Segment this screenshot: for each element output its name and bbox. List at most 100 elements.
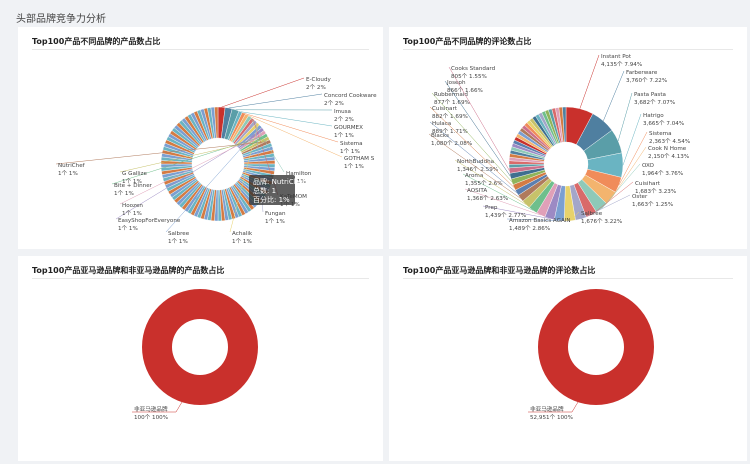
slice-label-name: Oster [632,194,648,200]
pie-slice[interactable] [538,289,654,405]
slice-label-value: 100个 100% [134,414,168,421]
slice-label-name: G Gallize [122,171,147,177]
chart-title: Top100产品亚马逊品牌和非亚马逊品牌的产品数占比 [32,266,225,275]
slice-label-name: Imusa [334,109,351,115]
slice-label-name: Hoozen [122,203,143,209]
slice-label-value: 2个 2% [324,100,344,107]
chart-card-brand-reviews: Top100产品不同品牌的评论数占比 Instant Pot 4,135个 7.9… [389,27,747,249]
leader-line [429,106,515,188]
slice-label-name: Cuisihart [635,181,661,187]
leader-line [482,205,550,219]
leader-line [132,401,183,413]
slice-label-value: 882个 1.69% [432,113,468,120]
slice-label: GOTHAM S1个 1% [344,156,375,170]
slice-label-name: Farberware [626,70,658,76]
tooltip-line2: 总数: 1 [253,186,276,195]
slice-label-value: 1,489个 2.86% [509,225,550,232]
slice-label-name: GOTHAM S [344,156,375,162]
slice-label-value: 2,363个 4.54% [649,138,690,145]
slice-label-value: 52,951个 100% [530,414,573,421]
slice-label-name: Fungan [265,211,286,217]
leader-line [506,218,560,221]
tooltip-line3: 百分比: 1% [253,195,290,204]
pie-slice[interactable] [214,106,219,139]
slice-label-name: Amazon Basics AGAIN [509,218,571,224]
leader-line [249,116,285,173]
slice-label-name: Hamilton [286,171,312,177]
slice-label-name: E-Cloudy [306,77,332,83]
chart-title: Top100产品不同品牌的评论数占比 [403,37,532,46]
slice-label-value: 1个 1% [114,190,134,197]
chart-card-brand-products: Top100产品不同品牌的产品数占比 E-Cloudy 2个 2% Concord … [18,27,383,249]
leader-line [617,92,633,142]
leader-line [611,146,647,199]
slice-label-name: Sistema [340,141,363,147]
slice-label-value: 1,663个 1.25% [632,201,673,208]
leader-line [243,112,339,143]
slice-label-name: Achalik [232,231,253,237]
slice-label-value: 1个 1% [340,148,360,155]
leader-line [603,70,625,122]
slice-label-value: 1,676个 3.22% [581,218,622,225]
leader-line [601,163,641,209]
page-title: 头部品牌竞争力分析 [16,14,106,25]
slice-label-value: 1,683个 3.23% [635,188,676,195]
divider [32,49,369,50]
slice-label-name: Cuisinart [432,106,458,112]
leader-line [444,80,511,177]
slice-label-value: 1个 1% [334,132,354,139]
slice-label-name: Sistema [649,131,672,137]
slice-label-value: 1,080个 2.08% [431,140,472,147]
slice-label-name: NorthBuddha [457,159,494,165]
slice-label-name: Hatrigo [643,113,664,119]
slice-label-value: 1,346个 2.59% [457,166,498,173]
slice-label-value: 1,964个 3.76% [642,170,683,177]
slice-label-value: 2个 2% [306,84,326,91]
pie-slice[interactable] [142,288,258,406]
divider [403,278,733,279]
leader-line [528,401,579,413]
leader-line [569,211,580,222]
slice-label-value: 2,150个 4.13% [648,153,689,160]
slice-label-name: OXO [642,163,655,169]
leader-line [246,114,343,158]
slice-label-name: Salbree [168,231,190,237]
slice-label-value: 1个 1% [344,163,364,170]
slice-label-value: 1个 1% [118,225,138,232]
slice-label-value: 1,439个 2.77% [485,212,526,219]
slice-label-name: Aroma [465,173,483,179]
slice-label-value: 3,760个 7.22% [626,77,667,84]
slice-label-value: 805个 1.55% [451,73,487,80]
slice-label-value: 4,135个 7.94% [601,61,642,68]
slice-label-value: 1,355个 2.6% [465,180,503,187]
slice-label-value: 1个 1% [286,178,306,185]
slice-label-name: NutriChef [58,163,86,169]
slice-label-value: 1个 1% [58,170,78,177]
leader-line [429,121,517,193]
leader-line [431,92,513,183]
slice-label-value: 2个 2% [334,116,354,123]
pie-slice[interactable] [562,106,567,143]
leader-line [622,113,642,166]
slice-label-name: Salbree [581,211,603,217]
